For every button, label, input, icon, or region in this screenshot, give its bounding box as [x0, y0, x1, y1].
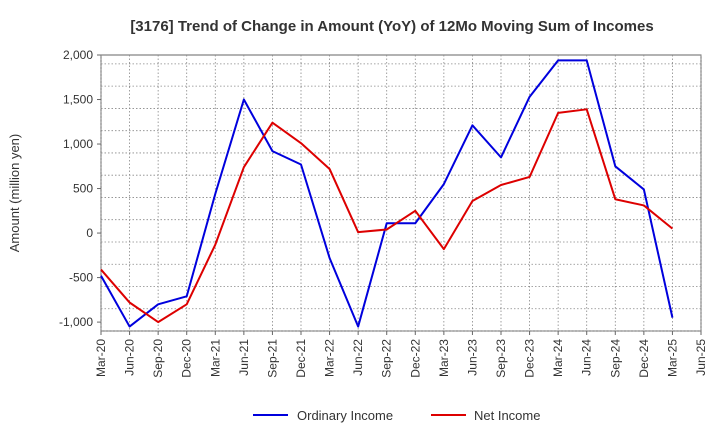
x-tick-label: Jun-24: [580, 339, 594, 376]
x-tick-label: Jun-22: [351, 339, 365, 376]
y-tick-label: -500: [69, 271, 93, 285]
x-tick-label: Sep-23: [494, 339, 508, 378]
x-tick-label: Mar-23: [437, 339, 451, 377]
series-line-0: [100, 59, 674, 328]
x-tick-label: Sep-24: [608, 339, 622, 378]
legend: Ordinary Income Net Income: [253, 408, 540, 423]
x-axis: Mar-20 Jun-20 Sep-20 Dec-20 Mar-21 Jun-21 Sep-…: [94, 331, 708, 378]
x-tick-label: Dec-21: [294, 339, 308, 378]
x-tick-label: Sep-20: [151, 339, 165, 378]
y-tick-label: 0: [86, 226, 93, 240]
x-tick-label: Dec-22: [408, 339, 422, 378]
x-tick-label: Jun-23: [465, 339, 479, 376]
x-tick-label: Dec-20: [180, 339, 194, 378]
legend-label-1: Net Income: [474, 408, 540, 423]
x-tick-label: Mar-24: [551, 339, 565, 377]
chart-title: [3176] Trend of Change in Amount (YoY) o…: [130, 18, 653, 35]
x-tick-label: Sep-21: [265, 339, 279, 378]
y-axis: -1,000 -500 0 500 1,000 1,500 2,000: [59, 48, 101, 329]
x-tick-label: Mar-25: [665, 339, 679, 377]
plot-area: [100, 54, 702, 332]
x-tick-label: Mar-20: [94, 339, 108, 377]
y-tick-label: 1,500: [63, 93, 93, 107]
x-tick-label: Dec-23: [523, 339, 537, 378]
x-tick-label: Mar-21: [208, 339, 222, 377]
y-tick-label: 1,000: [63, 137, 93, 151]
series-line-1: [100, 108, 674, 324]
x-tick-label: Sep-22: [380, 339, 394, 378]
x-tick-label: Dec-24: [637, 339, 651, 378]
y-tick-label: 2,000: [63, 48, 93, 62]
legend-label-0: Ordinary Income: [297, 408, 393, 423]
x-tick-label: Jun-20: [123, 339, 137, 376]
y-tick-label: -1,000: [59, 315, 93, 329]
y-axis-label: Amount (million yen): [7, 134, 22, 253]
y-tick-label: 500: [73, 182, 93, 196]
x-tick-label: Mar-22: [323, 339, 337, 377]
series-group: [100, 59, 674, 328]
grid: [100, 55, 702, 332]
x-tick-label: Jun-25: [694, 339, 708, 376]
x-tick-label: Jun-21: [237, 339, 251, 376]
